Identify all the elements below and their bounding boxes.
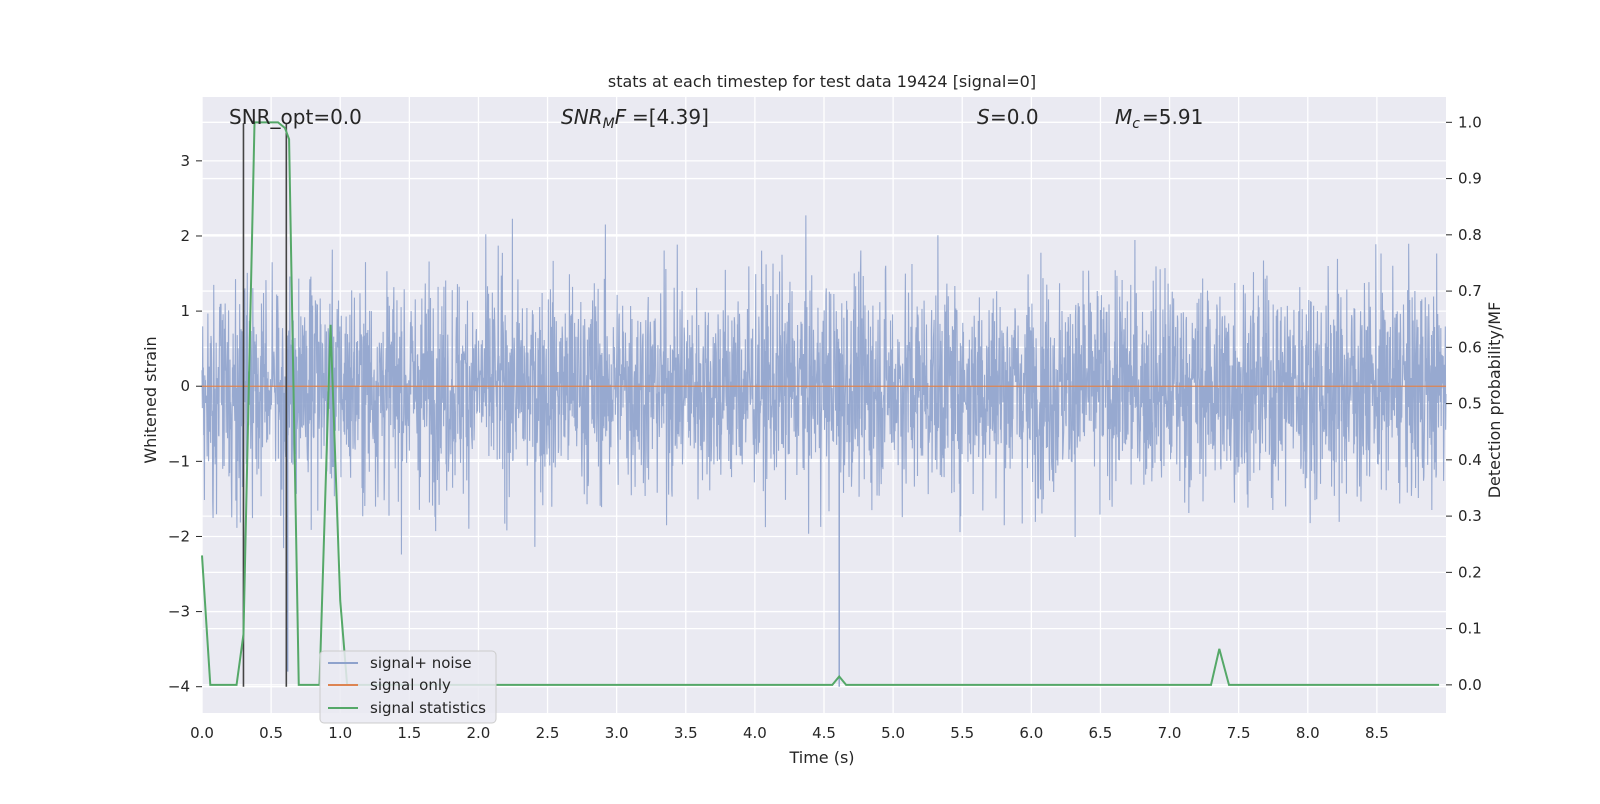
- annotation-snr-mf-symbol: SNRMF: [561, 105, 627, 132]
- y-tick-label: −2: [168, 527, 190, 545]
- x-tick-label: 3.5: [674, 724, 698, 742]
- legend-label-stats: signal statistics: [370, 699, 486, 717]
- x-tick-label: 4.5: [812, 724, 836, 742]
- y-axis-ticks: 3 2 1 0 −1 −2 −3 −4: [168, 152, 202, 696]
- annotation-snr-mf: SNRMF =[4.39]: [561, 105, 709, 132]
- y-right-tick-label: 1.0: [1458, 113, 1482, 131]
- y-right-axis-label: Detection probability/MF: [1485, 302, 1504, 499]
- annotation-snr-mf-value: =[4.39]: [632, 105, 709, 129]
- y-right-tick-label: 0.4: [1458, 451, 1482, 469]
- y-right-tick-label: 0.6: [1458, 338, 1482, 356]
- annotation-snr-opt: SNR_opt=0.0: [229, 105, 362, 129]
- x-tick-label: 8.0: [1296, 724, 1320, 742]
- y-tick-label: 2: [180, 227, 190, 245]
- y-tick-label: −4: [168, 678, 190, 696]
- y-right-tick-label: 0.9: [1458, 170, 1482, 188]
- y-tick-label: −1: [168, 452, 190, 470]
- x-tick-label: 7.5: [1227, 724, 1251, 742]
- x-tick-label: 1.0: [328, 724, 352, 742]
- x-tick-label: 8.5: [1365, 724, 1389, 742]
- y-right-tick-label: 0.8: [1458, 226, 1482, 244]
- annotation-mc-value: =5.91: [1142, 105, 1203, 129]
- y-right-tick-label: 0.7: [1458, 282, 1482, 300]
- series-signal-statistics: [201, 121, 1440, 686]
- x-tick-label: 6.0: [1019, 724, 1043, 742]
- x-tick-label: 0.0: [190, 724, 214, 742]
- annotation-s-symbol: S: [977, 105, 990, 129]
- annotation-mc: Mc =5.91: [1115, 105, 1203, 132]
- annotation-s-value: =0.0: [990, 105, 1039, 129]
- legend-label-signal: signal only: [370, 676, 451, 694]
- chart-title: stats at each timestep for test data 194…: [608, 72, 1036, 91]
- x-tick-label: 0.5: [259, 724, 283, 742]
- y-tick-label: 0: [180, 377, 190, 395]
- y-right-tick-label: 0.1: [1458, 620, 1482, 638]
- x-axis-label: Time (s): [788, 748, 854, 767]
- y-tick-label: 3: [180, 152, 190, 170]
- y-right-tick-label: 0.5: [1458, 395, 1482, 413]
- x-tick-label: 2.0: [467, 724, 491, 742]
- annotation-s: S =0.0: [977, 105, 1039, 129]
- noise-line: [201, 215, 1447, 555]
- x-tick-label: 5.0: [881, 724, 905, 742]
- y-tick-label: −3: [168, 603, 190, 621]
- x-tick-label: 2.5: [536, 724, 560, 742]
- x-tick-label: 5.5: [950, 724, 974, 742]
- y-axis-label: Whitened strain: [141, 336, 160, 463]
- signal-statistics-line: [201, 121, 1440, 686]
- y-right-tick-label: 0.0: [1458, 676, 1482, 694]
- x-axis-ticks: 0.0 0.5 1.0 1.5 2.0 2.5 3.0 3.5 4.0 4.5 5.0 5.5 6.0 6…: [190, 724, 1389, 742]
- x-tick-label: 3.0: [605, 724, 629, 742]
- legend-box: [319, 650, 497, 724]
- y-right-tick-label: 0.2: [1458, 563, 1482, 581]
- legend: signal+ noise signal only signal statist…: [319, 650, 497, 724]
- x-tick-label: 7.0: [1158, 724, 1182, 742]
- x-tick-label: 6.5: [1089, 724, 1113, 742]
- legend-label-noise: signal+ noise: [370, 654, 472, 672]
- y-right-tick-label: 0.3: [1458, 507, 1482, 525]
- x-tick-label: 1.5: [397, 724, 421, 742]
- x-tick-label: 4.0: [743, 724, 767, 742]
- y-tick-label: 1: [180, 302, 190, 320]
- y-right-axis-ticks: 1.0 0.9 0.8 0.7 0.6 0.5 0.4 0.3 0.2 0.1 0.0: [1446, 113, 1482, 694]
